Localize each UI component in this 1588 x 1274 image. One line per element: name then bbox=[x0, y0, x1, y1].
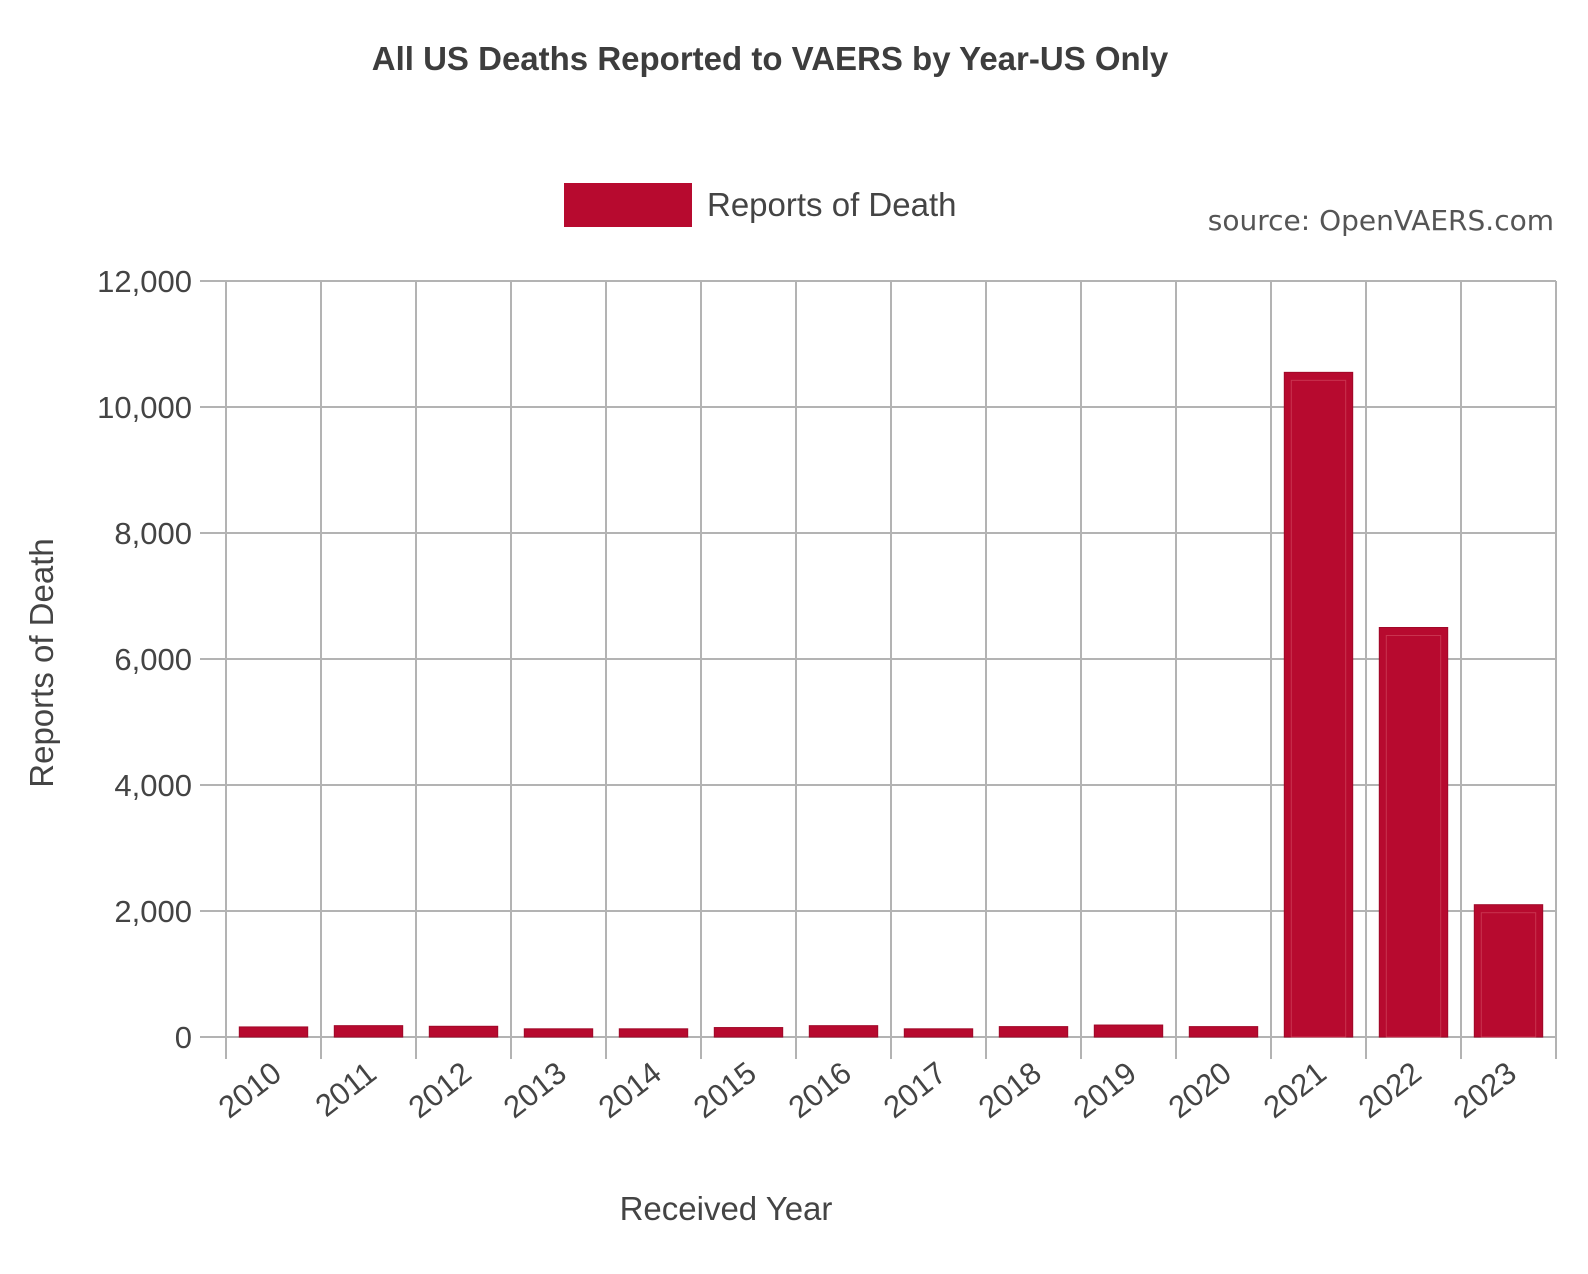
bar-2018 bbox=[998, 1026, 1069, 1038]
x-tick-label: 2015 bbox=[687, 1055, 763, 1125]
y-tick-label: 0 bbox=[175, 1020, 192, 1055]
bar-2021 bbox=[1283, 371, 1354, 1038]
x-tick-label: 2021 bbox=[1257, 1055, 1333, 1125]
x-tick-label: 2014 bbox=[592, 1055, 668, 1125]
source-note: source: OpenVAERS.com bbox=[1207, 204, 1554, 237]
y-tick-label: 8,000 bbox=[114, 516, 192, 551]
y-tick-label: 12,000 bbox=[97, 264, 192, 299]
y-tick-label: 2,000 bbox=[114, 894, 192, 929]
y-tick-label: 4,000 bbox=[114, 768, 192, 803]
bar-2022 bbox=[1378, 627, 1449, 1038]
bar-2015 bbox=[713, 1027, 784, 1038]
x-tick-label: 2019 bbox=[1067, 1055, 1143, 1125]
bar-2014 bbox=[618, 1028, 689, 1038]
x-tick-label: 2012 bbox=[402, 1055, 478, 1125]
y-axis-title: Reports of Death bbox=[23, 538, 60, 787]
x-tick-label: 2022 bbox=[1352, 1055, 1428, 1125]
x-tick-label: 2011 bbox=[309, 1055, 383, 1124]
x-tick-label: 2020 bbox=[1162, 1055, 1238, 1125]
x-axis-title: Received Year bbox=[620, 1190, 833, 1227]
bar-2010 bbox=[238, 1026, 309, 1038]
x-tick-label: 2016 bbox=[782, 1055, 858, 1125]
x-tick-label: 2010 bbox=[212, 1055, 288, 1125]
x-tick-label: 2018 bbox=[972, 1055, 1048, 1125]
bar-2020 bbox=[1188, 1026, 1259, 1038]
chart-title: All US Deaths Reported to VAERS by Year-… bbox=[371, 40, 1169, 77]
x-tick-label: 2023 bbox=[1447, 1055, 1523, 1125]
bar-2011 bbox=[333, 1025, 404, 1038]
bar-inner-outline bbox=[1480, 912, 1537, 1038]
bar-inner-outline bbox=[1385, 635, 1442, 1038]
grid-layer bbox=[200, 280, 1557, 1059]
x-tick-label: 2013 bbox=[497, 1055, 573, 1125]
legend-swatch bbox=[564, 183, 692, 227]
bar-inner-outline bbox=[1290, 379, 1347, 1038]
x-tick-label: 2017 bbox=[877, 1055, 953, 1125]
bar-2023 bbox=[1473, 904, 1544, 1038]
bar-2016 bbox=[808, 1025, 879, 1038]
y-tick-label: 10,000 bbox=[97, 390, 192, 425]
bar-2012 bbox=[428, 1025, 499, 1038]
legend-label: Reports of Death bbox=[707, 186, 956, 223]
bar-2017 bbox=[903, 1028, 974, 1038]
bar-2019 bbox=[1093, 1024, 1164, 1038]
y-tick-label: 6,000 bbox=[114, 642, 192, 677]
bar-2013 bbox=[523, 1028, 594, 1038]
bar-layer bbox=[238, 371, 1544, 1038]
legend: Reports of Death bbox=[564, 183, 956, 227]
